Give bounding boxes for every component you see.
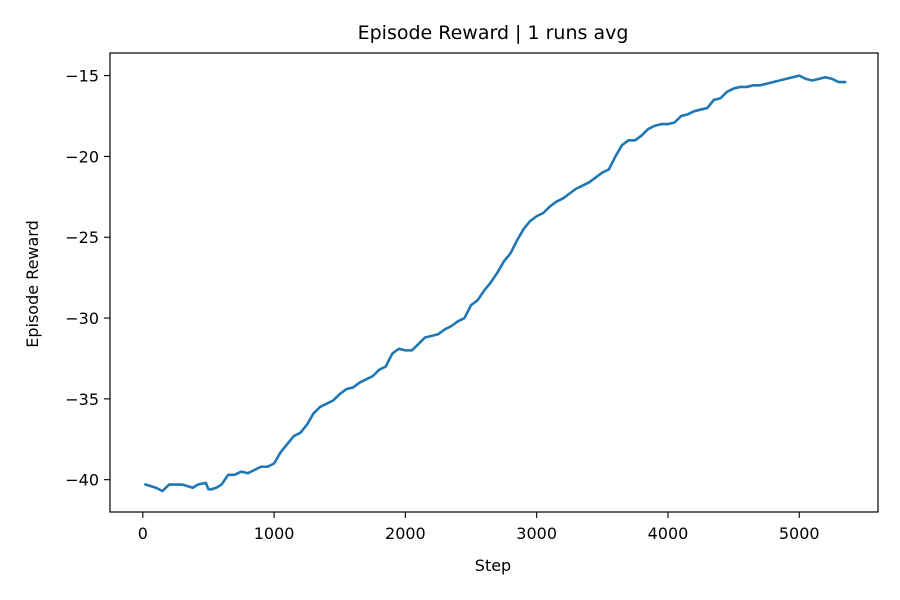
y-tick-label: −40 — [65, 471, 99, 490]
plot-area — [144, 74, 847, 493]
y-axis-ticks: −40 −35 −30 −25 −20 −15 — [65, 67, 110, 490]
x-tick-label: 4000 — [648, 524, 689, 543]
y-tick-label: −20 — [65, 147, 99, 166]
series-line-0 — [144, 74, 847, 493]
y-tick-label: −35 — [65, 390, 99, 409]
x-axis-label: Step — [475, 556, 511, 575]
y-tick-label: −30 — [65, 309, 99, 328]
chart-title: Episode Reward | 1 runs avg — [358, 22, 629, 44]
x-tick-label: 2000 — [385, 524, 426, 543]
y-tick-label: −15 — [65, 67, 99, 86]
plot-frame — [109, 52, 879, 513]
y-tick-label: −25 — [65, 228, 99, 247]
x-tick-label: 1000 — [254, 524, 295, 543]
x-tick-label: 0 — [138, 524, 148, 543]
y-axis-label: Episode Reward — [23, 220, 42, 348]
x-axis-ticks: 0 1000 2000 3000 4000 5000 — [138, 512, 820, 543]
x-tick-label: 5000 — [779, 524, 820, 543]
x-tick-label: 3000 — [516, 524, 557, 543]
